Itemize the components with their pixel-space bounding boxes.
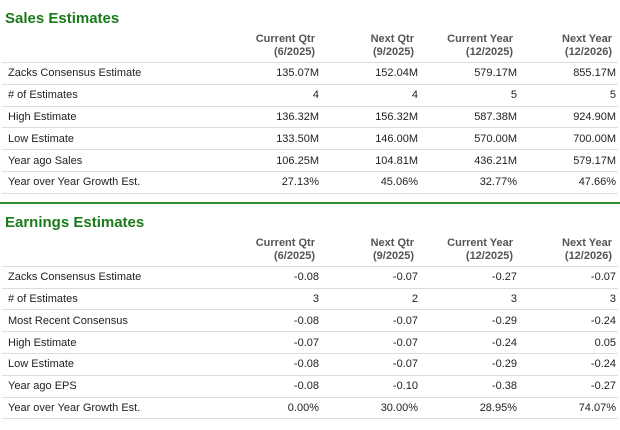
cell-value: 700.00M: [519, 127, 618, 150]
cell-value: 3: [420, 287, 519, 310]
cell-value: 152.04M: [321, 62, 420, 85]
cell-value: 45.06%: [321, 170, 420, 194]
cell-value: -0.27: [519, 374, 618, 398]
cell-value: 436.21M: [420, 149, 519, 172]
table-row: Year over Year Growth Est. 0.00% 30.00% …: [2, 396, 618, 420]
cell-value: -0.07: [519, 265, 618, 289]
column-header-current-qtr: Current Qtr (6/2025): [255, 236, 315, 262]
cell-value: 579.17M: [420, 62, 519, 85]
earnings-estimates-table: Current Qtr (6/2025) Next Qtr (9/2025) C…: [2, 234, 618, 420]
row-label: Year over Year Growth Est.: [2, 170, 222, 194]
cell-value: 135.07M: [222, 62, 321, 85]
column-header-current-qtr: Current Qtr (6/2025): [255, 33, 315, 58]
cell-value: -0.08: [222, 309, 321, 332]
cell-value: 3: [519, 287, 618, 310]
column-header-next-qtr: Next Qtr (9/2025): [370, 33, 414, 58]
cell-value: 579.17M: [519, 149, 618, 172]
cell-value: 30.00%: [321, 396, 420, 420]
cell-value: 74.07%: [519, 396, 618, 420]
cell-value: 587.38M: [420, 105, 519, 128]
row-label: Low Estimate: [2, 352, 222, 376]
table-row: Zacks Consensus Estimate 135.07M 152.04M…: [2, 62, 618, 85]
cell-value: 924.90M: [519, 105, 618, 128]
cell-value: -0.24: [519, 309, 618, 332]
cell-value: -0.07: [321, 265, 420, 289]
row-label: Zacks Consensus Estimate: [2, 265, 222, 289]
header-blank-cell: [2, 234, 222, 267]
row-label: Low Estimate: [2, 127, 222, 150]
section-divider: [0, 201, 620, 204]
column-header-current-year: Current Year (12/2025): [447, 236, 513, 262]
cell-value: 27.13%: [222, 170, 321, 194]
sales-estimates-section: Sales Estimates Current Qtr (6/2025) Nex…: [0, 0, 620, 204]
header-blank-cell: [2, 30, 222, 63]
cell-value: -0.08: [222, 265, 321, 289]
cell-value: -0.07: [321, 309, 420, 332]
cell-value: -0.24: [420, 331, 519, 354]
cell-value: 0.05: [519, 331, 618, 354]
cell-value: 4: [222, 83, 321, 107]
cell-value: 3: [222, 287, 321, 310]
cell-value: 146.00M: [321, 127, 420, 150]
table-row: High Estimate 136.32M 156.32M 587.38M 92…: [2, 105, 618, 128]
table-row: Low Estimate -0.08 -0.07 -0.29 -0.24: [2, 352, 618, 376]
earnings-estimates-section: Earnings Estimates Current Qtr (6/2025) …: [0, 204, 620, 420]
column-header-next-year: Next Year (12/2026): [562, 236, 612, 262]
cell-value: 32.77%: [420, 170, 519, 194]
cell-value: -0.07: [222, 331, 321, 354]
cell-value: 104.81M: [321, 149, 420, 172]
table-row: Year ago Sales 106.25M 104.81M 436.21M 5…: [2, 149, 618, 172]
cell-value: 855.17M: [519, 62, 618, 85]
cell-value: 0.00%: [222, 396, 321, 420]
table-header-row: Current Qtr (6/2025) Next Qtr (9/2025) C…: [2, 30, 618, 63]
cell-value: 5: [420, 83, 519, 107]
cell-value: 156.32M: [321, 105, 420, 128]
cell-value: -0.08: [222, 352, 321, 376]
cell-value: 570.00M: [420, 127, 519, 150]
cell-value: -0.29: [420, 352, 519, 376]
cell-value: 136.32M: [222, 105, 321, 128]
row-label: High Estimate: [2, 105, 222, 128]
table-row: # of Estimates 3 2 3 3: [2, 287, 618, 310]
cell-value: -0.29: [420, 309, 519, 332]
cell-value: -0.10: [321, 374, 420, 398]
row-label: # of Estimates: [2, 83, 222, 107]
cell-value: -0.24: [519, 352, 618, 376]
cell-value: -0.07: [321, 331, 420, 354]
table-row: # of Estimates 4 4 5 5: [2, 83, 618, 107]
sales-estimates-table: Current Qtr (6/2025) Next Qtr (9/2025) C…: [2, 30, 618, 194]
column-header-next-year: Next Year (12/2026): [562, 33, 612, 58]
cell-value: 133.50M: [222, 127, 321, 150]
cell-value: 106.25M: [222, 149, 321, 172]
row-label: Most Recent Consensus: [2, 309, 222, 332]
row-label: High Estimate: [2, 331, 222, 354]
cell-value: -0.07: [321, 352, 420, 376]
cell-value: 2: [321, 287, 420, 310]
cell-value: 28.95%: [420, 396, 519, 420]
table-row: Zacks Consensus Estimate -0.08 -0.07 -0.…: [2, 265, 618, 289]
column-header-current-year: Current Year (12/2025): [447, 33, 513, 58]
table-header-row: Current Qtr (6/2025) Next Qtr (9/2025) C…: [2, 234, 618, 267]
row-label: Year ago EPS: [2, 374, 222, 398]
table-row: Low Estimate 133.50M 146.00M 570.00M 700…: [2, 127, 618, 150]
cell-value: -0.38: [420, 374, 519, 398]
row-label: # of Estimates: [2, 287, 222, 310]
earnings-estimates-title: Earnings Estimates: [5, 213, 145, 231]
sales-estimates-title: Sales Estimates: [5, 10, 120, 27]
cell-value: -0.08: [222, 374, 321, 398]
table-row: Year ago EPS -0.08 -0.10 -0.38 -0.27: [2, 374, 618, 398]
cell-value: 5: [519, 83, 618, 107]
table-row: Most Recent Consensus -0.08 -0.07 -0.29 …: [2, 309, 618, 332]
cell-value: 4: [321, 83, 420, 107]
column-header-next-qtr: Next Qtr (9/2025): [370, 236, 414, 262]
cell-value: -0.27: [420, 265, 519, 289]
row-label: Year over Year Growth Est.: [2, 396, 222, 420]
table-row: High Estimate -0.07 -0.07 -0.24 0.05: [2, 331, 618, 354]
row-label: Year ago Sales: [2, 149, 222, 172]
table-row: Year over Year Growth Est. 27.13% 45.06%…: [2, 170, 618, 194]
row-label: Zacks Consensus Estimate: [2, 62, 222, 85]
cell-value: 47.66%: [519, 170, 618, 194]
